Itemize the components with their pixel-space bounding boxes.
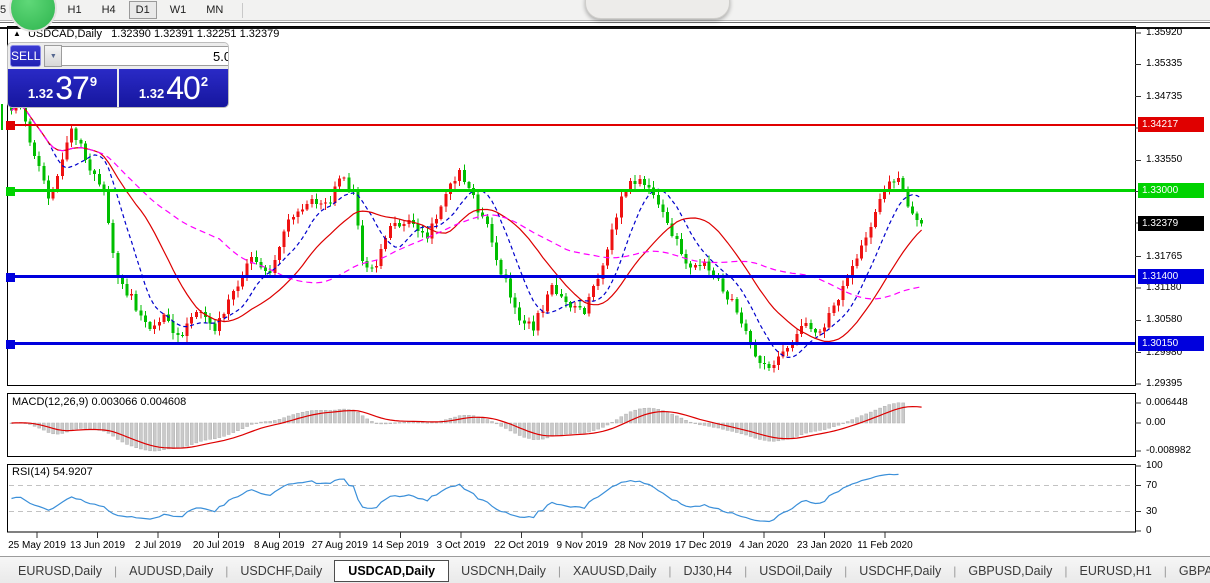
macd-indicator-label: MACD(12,26,9) 0.003066 0.004608 xyxy=(12,396,187,408)
buy-price-pip: 2 xyxy=(200,73,209,89)
horizontal-level-line[interactable] xyxy=(8,188,1135,192)
tab-separator: | xyxy=(844,563,848,578)
sell-price-pip: 9 xyxy=(89,73,98,89)
macd-axis-label: 0.006448 xyxy=(1146,396,1188,408)
chart-tab-USDCHF-Daily[interactable]: USDCHF,Daily xyxy=(240,563,323,578)
price-axis-label: 1.31765 xyxy=(1146,250,1183,262)
rsi-axis-label: 0 xyxy=(1146,525,1152,536)
date-axis-label: 17 Dec 2019 xyxy=(674,540,732,551)
chart-tab-AUDUSD-Daily[interactable]: AUDUSD,Daily xyxy=(129,563,214,578)
tab-separator: | xyxy=(557,563,561,578)
date-axis-label: 14 Sep 2019 xyxy=(372,540,429,551)
rsi-indicator-label: RSI(14) 54.9207 xyxy=(12,466,93,478)
date-axis-label: 23 Jan 2020 xyxy=(796,540,852,551)
price-axis-label: 1.29395 xyxy=(1146,378,1183,389)
horizontal-level-line[interactable] xyxy=(8,341,1135,345)
toolbar-separator xyxy=(242,2,244,18)
price-axis-label: 1.35335 xyxy=(1146,58,1183,70)
chart-tab-GBPAUD-H1[interactable]: GBPAUD,H1 xyxy=(1178,563,1210,578)
macd-axis-label: 0.00 xyxy=(1146,417,1166,428)
date-axis-label: 3 Oct 2019 xyxy=(436,540,486,551)
chart-title-ohlc: 1.32390 1.32391 1.32251 1.32379 xyxy=(111,28,280,40)
date-axis-label: 11 Feb 2020 xyxy=(857,540,913,551)
chart-tab-USDOil-Daily[interactable]: USDOil,Daily xyxy=(759,563,833,578)
level-anchor-handle[interactable] xyxy=(6,339,15,349)
chart-tab-DJ30-H4[interactable]: DJ30,H4 xyxy=(683,563,733,578)
chart-tab-EURUSD-H1[interactable]: EURUSD,H1 xyxy=(1079,563,1152,578)
price-axis-label: 1.31180 xyxy=(1146,281,1182,293)
price-axis-label: 1.34735 xyxy=(1146,90,1183,102)
macd-axis-label: -0.008982 xyxy=(1146,444,1192,456)
window-border xyxy=(0,22,1210,29)
chart-title-symbol: USDCAD,Daily xyxy=(27,28,102,40)
chart-tab-USDCHF-Daily[interactable]: USDCHF,Daily xyxy=(859,563,942,578)
level-price-tag: 1.33000 xyxy=(1138,182,1204,198)
clipped-candle-fragment xyxy=(1,104,3,130)
level-anchor-handle[interactable] xyxy=(6,121,15,131)
level-anchor-handle[interactable] xyxy=(6,186,15,196)
tab-separator: | xyxy=(953,563,957,578)
sell-price-big: 37 xyxy=(55,69,90,106)
date-axis-label: 28 Nov 2019 xyxy=(614,540,672,551)
date-axis-label: 4 Jan 2020 xyxy=(739,540,789,551)
tab-separator: | xyxy=(668,563,672,578)
sell-button[interactable]: SELL xyxy=(10,45,42,67)
date-axis-label: 27 Aug 2019 xyxy=(311,540,368,551)
date-axis-label: 25 May 2019 xyxy=(8,540,66,551)
date-axis-label: 13 Jun 2019 xyxy=(70,540,126,551)
buy-price-prefix: 1.32 xyxy=(138,85,165,101)
chart-tab-USDCNH-Daily[interactable]: USDCNH,Daily xyxy=(461,563,546,578)
chart-tabs: EURUSD,Daily | AUDUSD,Daily | USDCHF,Daily US… xyxy=(0,559,1210,582)
timeframe-button-H4[interactable]: H4 xyxy=(101,4,116,16)
timeframe-button-MN[interactable]: MN xyxy=(206,4,224,16)
tab-separator: | xyxy=(1163,563,1167,578)
chart-tab-EURUSD-Daily[interactable]: EURUSD,Daily xyxy=(18,563,103,578)
horizontal-level-line[interactable] xyxy=(8,274,1135,278)
screen-share-pill-overlay xyxy=(585,0,730,19)
sell-price-box[interactable]: 1.32 37 9 xyxy=(8,69,117,107)
price-axis-label: 1.33550 xyxy=(1146,154,1183,166)
sell-price-prefix: 1.32 xyxy=(27,85,54,101)
rsi-axis-label: 100 xyxy=(1146,460,1163,471)
chart-tab-USDCAD-Daily[interactable]: USDCAD,Daily xyxy=(334,559,450,582)
buy-price-box[interactable]: 1.32 40 2 xyxy=(119,69,228,107)
price-axis-label: 1.35920 xyxy=(1146,27,1183,38)
timeframe-button-H1[interactable]: H1 xyxy=(67,4,82,16)
tab-separator: | xyxy=(744,563,748,578)
timeframe-button-D1[interactable]: D1 xyxy=(128,1,157,19)
tab-separator: | xyxy=(225,563,229,578)
price-axis-label: 1.30580 xyxy=(1146,314,1183,326)
volume-stepper: ▼ ▲ xyxy=(44,45,228,67)
tab-separator: | xyxy=(1064,563,1068,578)
chart-tab-XAUUSD-Daily[interactable]: XAUUSD,Daily xyxy=(572,563,657,578)
date-axis-label: 8 Aug 2019 xyxy=(253,540,305,551)
volume-decrease-button[interactable]: ▼ xyxy=(44,45,63,67)
date-axis-label: 2 Jul 2019 xyxy=(135,540,182,551)
level-price-tag: 1.30150 xyxy=(1138,335,1204,351)
tab-separator: | xyxy=(114,563,118,578)
rsi-axis-label: 70 xyxy=(1146,479,1158,491)
timeframe-button-5[interactable]: 5 xyxy=(0,4,7,16)
timeframe-button-W1[interactable]: W1 xyxy=(169,4,187,16)
level-price-tag: 1.31400 xyxy=(1138,268,1204,284)
date-axis-label: 9 Nov 2019 xyxy=(556,540,608,551)
current-price-tag: 1.32379 xyxy=(1138,215,1204,231)
level-price-tag: 1.34217 xyxy=(1138,117,1204,133)
chart-tab-GBPUSD-Daily[interactable]: GBPUSD,Daily xyxy=(968,563,1053,578)
chart-tab-bar: EURUSD,Daily | AUDUSD,Daily | USDCHF,Daily US… xyxy=(0,556,1210,583)
one-click-trade-widget: SELL ▼ ▲ BUY 1.32 37 9 1.32 40 2 xyxy=(8,43,228,107)
level-anchor-handle[interactable] xyxy=(6,272,15,282)
chart-title: ▲ USDCAD,Daily 1.32390 1.32391 1.32251 1… xyxy=(13,28,279,40)
rsi-axis-label: 30 xyxy=(1146,505,1158,517)
date-axis-label: 20 Jul 2019 xyxy=(192,540,245,551)
date-axis-label: 22 Oct 2019 xyxy=(494,540,549,551)
buy-price-big: 40 xyxy=(166,69,201,106)
collapse-triangle-icon[interactable]: ▲ xyxy=(13,29,21,38)
price-axis-label: 1.29980 xyxy=(1146,346,1183,358)
volume-input[interactable] xyxy=(62,46,228,66)
horizontal-level-line[interactable] xyxy=(8,123,1135,126)
